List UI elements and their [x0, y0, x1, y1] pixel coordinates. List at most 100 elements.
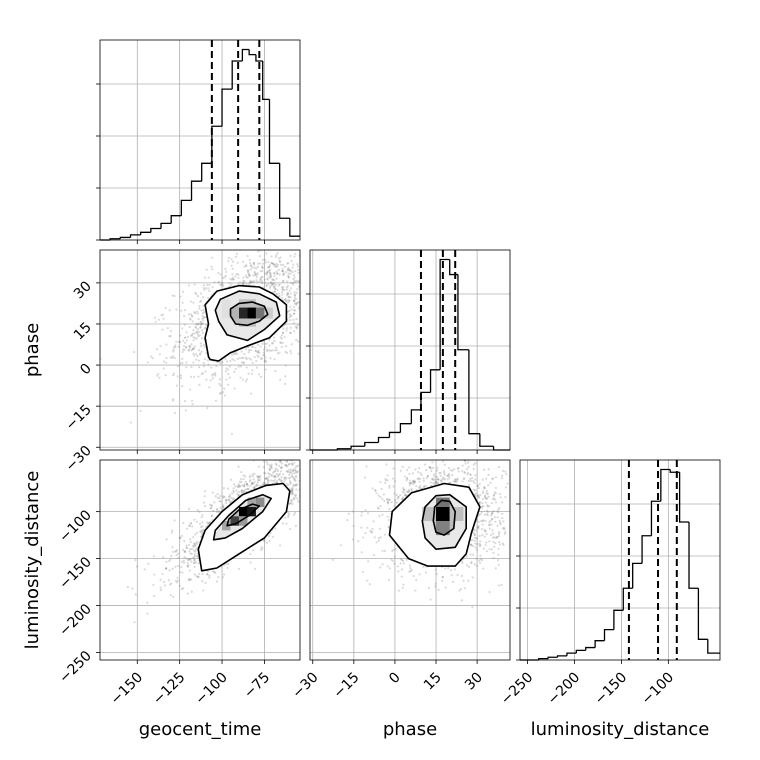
sample-point — [272, 479, 275, 482]
sample-point — [139, 409, 142, 413]
sample-point — [310, 284, 312, 286]
sample-point — [434, 481, 437, 484]
sample-point — [373, 536, 376, 539]
sample-point — [187, 524, 191, 527]
sample-point — [321, 310, 323, 312]
sample-point — [262, 482, 266, 486]
sample-point — [517, 547, 519, 549]
sample-point — [466, 471, 469, 475]
sample-point — [285, 465, 288, 468]
sample-point — [192, 535, 195, 539]
sample-point — [496, 559, 500, 562]
sample-point — [279, 460, 282, 463]
sample-point — [241, 489, 244, 492]
sample-point — [320, 309, 322, 311]
sample-point — [251, 345, 254, 349]
sample-point — [426, 474, 430, 478]
sample-point — [476, 494, 480, 497]
sample-point — [217, 280, 221, 283]
sample-point — [489, 514, 493, 517]
sample-point — [393, 498, 397, 502]
sample-point — [403, 493, 406, 496]
sample-point — [289, 314, 292, 317]
sample-point — [256, 350, 259, 354]
sample-point — [249, 478, 252, 482]
sample-point — [199, 352, 202, 355]
sample-point — [248, 281, 252, 284]
sample-point — [183, 539, 186, 543]
sample-point — [266, 270, 269, 274]
sample-point — [412, 481, 416, 484]
sample-point — [253, 485, 256, 488]
sample-point — [190, 560, 193, 563]
sample-point — [201, 322, 204, 325]
sample-point — [439, 471, 442, 474]
sample-point — [493, 545, 496, 548]
sample-point — [200, 532, 203, 535]
sample-point — [267, 472, 270, 475]
sample-point — [279, 479, 282, 482]
sample-point — [287, 514, 290, 517]
sample-point — [485, 490, 489, 493]
sample-point — [491, 512, 494, 516]
sample-point — [291, 488, 294, 492]
sample-point — [402, 488, 406, 491]
sample-point — [480, 505, 484, 508]
sample-point — [409, 481, 412, 485]
sample-point — [422, 477, 425, 480]
sample-point — [259, 357, 263, 360]
sample-point — [441, 576, 444, 579]
sample-point — [234, 367, 237, 370]
sample-point — [296, 265, 299, 268]
sample-point — [278, 237, 280, 239]
histogram-bar — [538, 657, 549, 660]
sample-point — [237, 483, 240, 486]
sample-point — [306, 247, 308, 249]
sample-point — [219, 392, 222, 395]
sample-point — [286, 280, 289, 283]
sample-point — [477, 527, 480, 530]
histogram-bar — [190, 180, 202, 201]
sample-point — [273, 272, 276, 275]
sample-point — [485, 477, 488, 480]
sample-point — [261, 262, 265, 265]
sample-point — [456, 478, 459, 481]
sample-point — [193, 345, 196, 348]
sample-point — [180, 566, 183, 569]
sample-point — [315, 436, 317, 438]
sample-point — [190, 590, 193, 593]
sample-point — [242, 276, 245, 279]
sample-point — [278, 283, 281, 286]
sample-point — [187, 348, 191, 351]
panel-frame — [309, 249, 511, 451]
sample-point — [498, 532, 501, 535]
sample-point — [284, 345, 288, 348]
sample-point — [407, 490, 410, 493]
sample-point — [414, 589, 417, 592]
sample-point — [488, 527, 491, 530]
sample-point — [462, 579, 465, 582]
sample-point — [241, 484, 244, 487]
sample-point — [321, 439, 323, 441]
sample-point — [488, 521, 491, 524]
sample-point — [215, 580, 219, 583]
sample-point — [245, 378, 248, 381]
histogram-bar — [279, 163, 290, 219]
sample-point — [265, 360, 268, 363]
sample-point — [198, 510, 201, 513]
sample-point — [296, 497, 299, 500]
sample-point — [294, 252, 297, 256]
sample-point — [433, 475, 436, 478]
sample-point — [295, 488, 298, 491]
sample-point — [286, 327, 289, 330]
sample-point — [265, 541, 269, 544]
sample-point — [180, 560, 183, 563]
sample-point — [281, 263, 285, 267]
sample-point — [219, 392, 222, 395]
sample-point — [273, 475, 276, 478]
sample-point — [294, 476, 297, 479]
sample-point — [325, 463, 327, 465]
sample-point — [502, 543, 505, 546]
histogram-bar — [566, 652, 577, 656]
sample-point — [272, 535, 275, 538]
